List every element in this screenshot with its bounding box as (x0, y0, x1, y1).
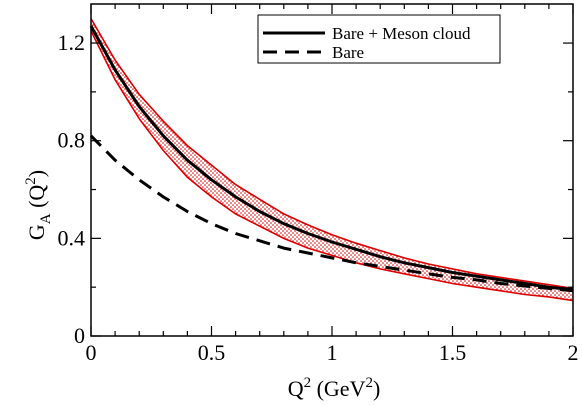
x-tick-label: 2 (568, 340, 579, 365)
error-band-upper-edge (90, 18, 574, 290)
legend-label-bare-meson: Bare + Meson cloud (332, 24, 471, 43)
plot-area (89, 18, 574, 302)
legend-box (257, 14, 501, 64)
x-axis-title: Q2 (GeV2) (288, 375, 381, 401)
y-tick-label: 0 (74, 323, 85, 348)
y-tick-label: 0.4 (58, 225, 86, 250)
legend-label-bare: Bare (332, 43, 364, 62)
axis-ticks: 0 0.5 1 1.5 2 0 0.4 0.8 1.2 (58, 4, 579, 365)
x-tick-label: 0.5 (198, 340, 226, 365)
series-line-bare-meson-cloud (89, 25, 574, 292)
legend: Bare + Meson cloud Bare (257, 14, 501, 64)
y-tick-label: 1.2 (58, 30, 86, 55)
y-tick-label: 0.8 (58, 128, 86, 153)
error-band-lower-edge (90, 30, 574, 302)
x-tick-label: 0 (86, 340, 97, 365)
x-tick-label: 1.5 (439, 340, 467, 365)
x-tick-label: 1 (327, 340, 338, 365)
y-axis-title: GA (Q2) (23, 170, 54, 240)
series-line-bare (89, 134, 574, 293)
